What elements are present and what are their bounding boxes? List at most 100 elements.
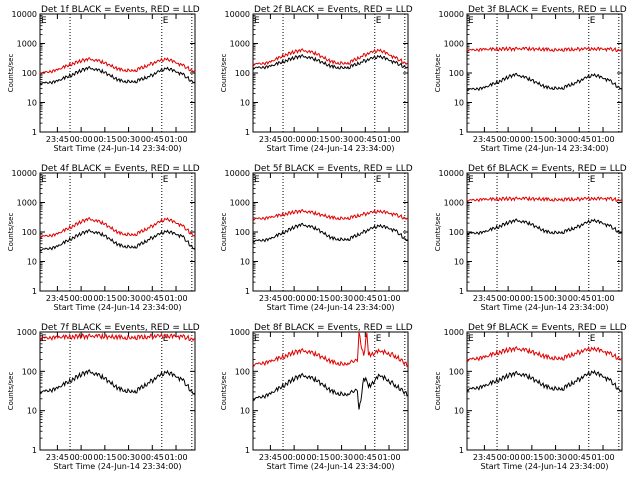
panel-title: Det 7f BLACK = Events, RED = LLD [41,323,200,333]
y-tick-label: 10000 [12,169,37,178]
x-tick-label: 00:15 [93,135,116,144]
event-marker-label: E [254,334,260,344]
x-tick-label: 00:15 [520,294,543,303]
plot-frame [466,13,623,133]
panel-det-7: Det 7f BLACK = Events, RED = LLD 1 10 100 10… [7,323,200,471]
x-tick-label: 00:30 [117,294,140,303]
y-axis-label: Counts/sec [220,54,228,93]
y-tick-label: 1 [459,287,464,296]
panel-det-9: Det 9f BLACK = Events, RED = LLD 1 10 100 10… [434,323,627,471]
x-tick-label: 00:30 [544,294,567,303]
y-tick-label: 1 [32,128,37,137]
x-tick-label: 01:00 [164,453,187,462]
y-tick-label: 10 [240,407,250,416]
x-tick-label: 23:45 [473,453,496,462]
series-lld-line [39,332,196,342]
panel-det-8: Det 8f BLACK = Events, RED = LLD 1 10 100 10… [220,323,413,471]
panel-title: Det 9f BLACK = Events, RED = LLD [468,323,627,333]
x-tick-label: 00:15 [93,294,116,303]
x-tick-label: 00:15 [93,453,116,462]
y-tick-label: 100 [22,69,37,78]
y-tick-label: 10 [27,99,37,108]
y-tick-label: 10 [27,258,37,267]
x-tick-label: 00:00 [70,453,93,462]
y-tick-label: 10 [454,99,464,108]
y-tick-label: 10000 [12,10,37,19]
x-tick-label: 00:45 [354,453,377,462]
x-tick-label: 00:00 [497,453,520,462]
event-marker-label: E [41,175,47,185]
plot-frame [252,13,409,133]
panel-title: Det 1f BLACK = Events, RED = LLD [41,5,200,15]
series-lld-line [252,208,409,221]
y-tick-label: 100 [235,228,250,237]
x-tick-label: 00:30 [117,135,140,144]
event-marker-label: E [376,175,382,185]
y-tick-label: 1 [459,128,464,137]
y-tick-label: 100 [235,367,250,376]
event-marker-label: E [468,175,474,185]
y-tick-label: 1 [32,287,37,296]
y-tick-label: 1 [32,446,37,455]
event-marker-label: E [468,16,474,26]
panel-title: Det 2f BLACK = Events, RED = LLD [254,5,413,15]
x-tick-label: 00:30 [544,135,567,144]
y-axis-label: Counts/sec [434,213,442,252]
x-tick-label: 23:45 [46,135,69,144]
y-tick-label: 1000 [444,328,464,337]
event-marker-label: E [163,16,169,26]
event-marker-label: E [590,175,596,185]
x-tick-label: 00:30 [117,453,140,462]
y-tick-label: 1 [245,128,250,137]
x-tick-label: 00:45 [354,294,377,303]
x-tick-label: 00:45 [354,135,377,144]
series-lld-line [466,195,623,203]
panel-det-2: Det 2f BLACK = Events, RED = LLD 1 10 100 10… [220,5,413,153]
panel-title: Det 6f BLACK = Events, RED = LLD [468,164,627,174]
series-lld-line [39,217,196,239]
event-marker-label: E [163,175,169,185]
event-marker-label: E [254,175,260,185]
x-tick-label: 00:00 [497,135,520,144]
x-tick-label: 01:00 [377,453,400,462]
series-events-line [252,54,409,70]
x-tick-label: 00:15 [520,135,543,144]
x-tick-label: 00:00 [283,135,306,144]
series-events-line [252,372,409,410]
series-events-line [39,369,196,396]
y-tick-label: 1000 [444,40,464,49]
x-axis-label: Start Time (24-Jun-14 23:34:00) [54,303,182,312]
y-tick-label: 100 [22,367,37,376]
x-axis-label: Start Time (24-Jun-14 23:34:00) [267,303,395,312]
series-lld-line [466,345,623,363]
plot-frame [39,331,196,451]
series-lld-line [252,48,409,67]
y-tick-label: 10 [240,258,250,267]
y-axis-label: Counts/sec [7,372,15,411]
y-tick-label: 10 [454,258,464,267]
x-tick-label: 01:00 [164,135,187,144]
x-tick-label: 00:15 [306,135,329,144]
panel-title: Det 8f BLACK = Events, RED = LLD [254,323,413,333]
y-tick-label: 10000 [439,169,464,178]
series-events-line [466,369,623,393]
y-tick-label: 100 [449,228,464,237]
plot-frame [252,331,409,451]
series-events-line [39,229,196,252]
event-marker-label: E [254,16,260,26]
x-tick-label: 01:00 [591,135,614,144]
x-tick-label: 00:30 [330,294,353,303]
x-tick-label: 00:30 [544,453,567,462]
y-tick-label: 10000 [225,10,250,19]
event-marker-label: E [41,16,47,26]
x-tick-label: 00:15 [306,294,329,303]
event-marker-label: E [376,16,382,26]
event-marker-label: E [163,334,169,344]
x-tick-label: 00:15 [520,453,543,462]
panel-det-6: Det 6f BLACK = Events, RED = LLD 1 10 100 10… [434,164,627,312]
x-axis-label: Start Time (24-Jun-14 23:34:00) [481,303,609,312]
x-tick-label: 01:00 [591,294,614,303]
x-tick-label: 23:45 [259,135,282,144]
series-events-line [39,66,196,86]
